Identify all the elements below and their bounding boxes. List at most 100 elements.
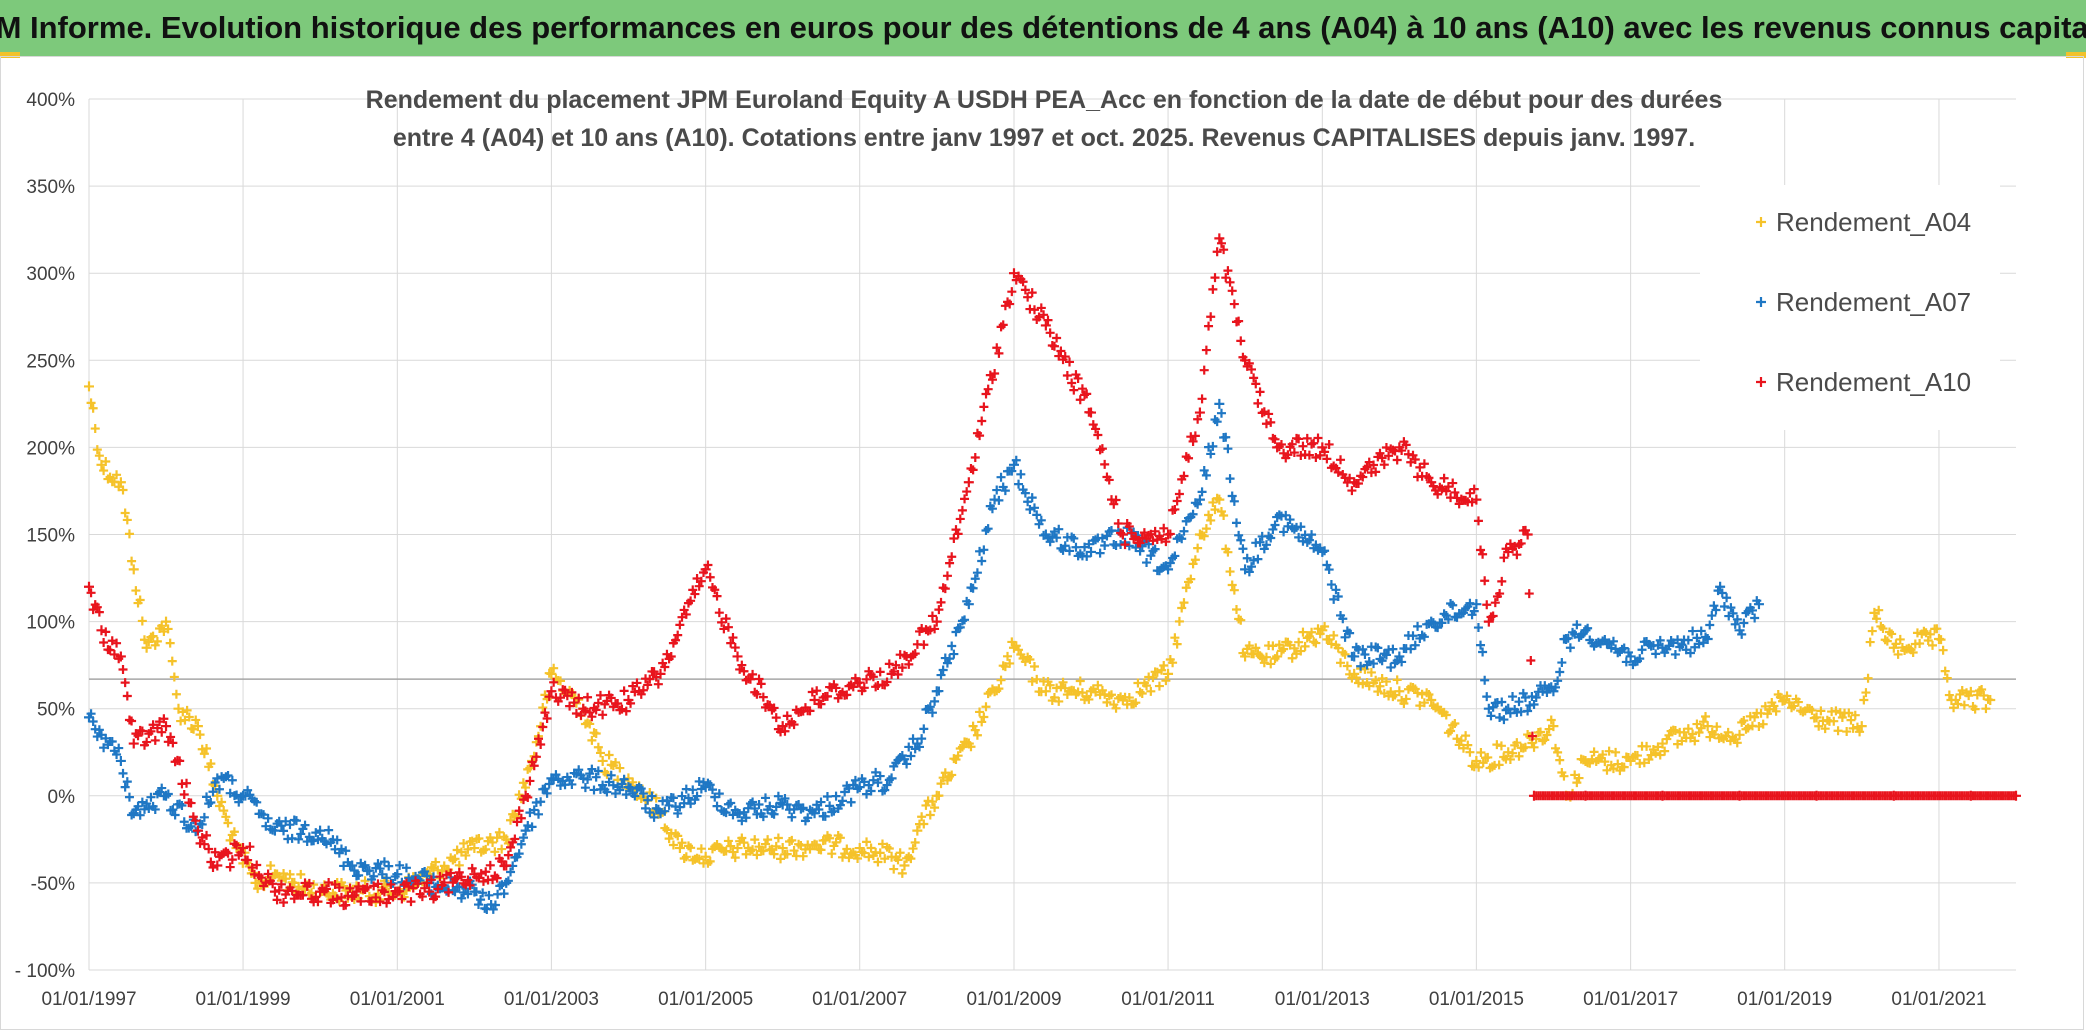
data-marker <box>227 775 237 785</box>
data-marker <box>880 785 890 795</box>
data-marker <box>1174 616 1184 626</box>
data-marker <box>1227 491 1237 501</box>
data-marker <box>120 508 130 518</box>
data-marker <box>1690 736 1700 746</box>
data-marker <box>1397 657 1407 667</box>
series-Rendement_A07 <box>84 398 1764 915</box>
data-marker <box>1820 724 1830 734</box>
data-marker <box>668 793 678 803</box>
data-marker <box>567 779 577 789</box>
data-marker <box>1097 444 1107 454</box>
data-marker <box>1928 640 1938 650</box>
data-marker <box>754 674 764 684</box>
data-marker <box>604 750 614 760</box>
data-point <box>1240 651 1251 662</box>
data-point <box>1008 459 1019 470</box>
data-marker <box>1186 574 1196 584</box>
data-marker <box>862 789 872 799</box>
data-point <box>1349 651 1360 662</box>
data-marker <box>1482 692 1492 702</box>
data-point <box>1471 755 1482 766</box>
x-tick-label: 01/01/2003 <box>504 989 599 1010</box>
data-marker <box>798 803 808 813</box>
data-marker <box>1358 644 1368 654</box>
data-marker <box>549 663 559 673</box>
data-marker <box>276 879 286 889</box>
data-marker <box>345 883 355 893</box>
data-marker <box>1692 633 1702 643</box>
data-marker <box>990 369 1000 379</box>
data-marker <box>1179 471 1189 481</box>
x-tick-label: 01/01/2001 <box>350 989 445 1010</box>
data-point <box>700 851 711 862</box>
data-marker <box>395 860 405 870</box>
data-marker <box>1289 643 1299 653</box>
data-marker <box>240 791 250 801</box>
data-marker <box>1329 630 1339 640</box>
data-marker <box>1499 715 1509 725</box>
data-point <box>84 581 94 592</box>
data-marker <box>827 849 837 859</box>
data-marker <box>1197 487 1207 497</box>
data-marker <box>908 734 918 744</box>
data-marker <box>206 798 216 808</box>
data-marker <box>191 715 201 725</box>
data-marker <box>726 841 736 851</box>
data-marker <box>927 797 937 807</box>
data-marker <box>1000 486 1010 496</box>
data-marker <box>206 759 216 769</box>
data-point <box>1394 686 1405 697</box>
data-marker <box>955 622 965 632</box>
data-marker <box>615 763 625 773</box>
data-marker <box>613 699 623 709</box>
data-marker <box>710 792 720 802</box>
data-marker <box>1223 444 1233 454</box>
data-point <box>128 564 139 575</box>
data-marker <box>1197 394 1207 404</box>
data-marker <box>1651 748 1661 758</box>
data-marker <box>300 820 310 830</box>
data-marker <box>223 818 233 828</box>
data-marker <box>1531 693 1541 703</box>
data-marker <box>296 829 306 839</box>
data-marker <box>649 667 659 677</box>
data-point <box>1471 494 1482 505</box>
data-marker <box>957 505 967 515</box>
data-marker <box>1206 312 1216 322</box>
data-marker <box>1034 312 1044 322</box>
data-marker <box>94 725 104 735</box>
data-marker <box>1542 730 1552 740</box>
data-marker <box>375 897 385 907</box>
data-marker <box>882 677 892 687</box>
data-marker <box>101 627 111 637</box>
data-marker <box>112 638 122 648</box>
data-marker <box>1895 634 1905 644</box>
data-marker <box>1071 542 1081 552</box>
data-marker <box>1559 771 1569 781</box>
data-marker <box>124 792 134 802</box>
data-marker <box>1406 457 1416 467</box>
data-point <box>912 825 923 836</box>
data-marker <box>1710 729 1719 739</box>
data-marker <box>712 801 722 811</box>
data-marker <box>1807 705 1817 715</box>
data-marker <box>760 793 770 803</box>
data-marker <box>450 854 460 864</box>
data-marker <box>431 892 441 902</box>
data-marker <box>1392 675 1402 685</box>
data-marker <box>375 864 385 874</box>
data-marker <box>1102 531 1112 541</box>
data-marker <box>875 771 885 781</box>
data-marker <box>1052 683 1062 693</box>
data-marker <box>914 742 924 752</box>
y-tick-label: 350% <box>26 177 75 198</box>
data-marker <box>1696 723 1706 733</box>
data-marker <box>179 817 189 827</box>
data-marker <box>492 873 502 883</box>
data-marker <box>1179 526 1189 536</box>
data-marker <box>822 691 832 701</box>
data-marker <box>417 892 427 902</box>
data-marker <box>1732 614 1742 624</box>
data-marker <box>328 895 338 905</box>
data-marker <box>1294 434 1304 444</box>
